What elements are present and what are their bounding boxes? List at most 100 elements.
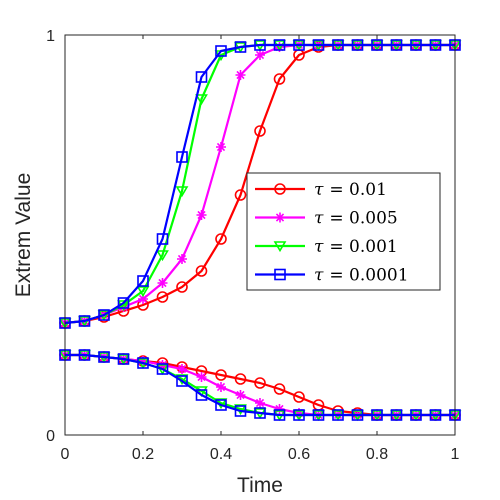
legend-symbol: τ: [314, 266, 324, 286]
series-4-lower-point: [351, 409, 364, 421]
x-tick-label: 0.2: [132, 446, 154, 463]
series-4-upper-point: [156, 233, 169, 245]
series-2-upper-point: [196, 210, 207, 220]
series-4-upper-point: [117, 297, 130, 309]
series-layer: [58, 39, 462, 422]
series-3-upper-point: [175, 186, 189, 198]
series-4-upper-point: [293, 39, 305, 51]
legend-symbol: τ: [314, 237, 324, 257]
series-3-upper-point: [156, 250, 169, 262]
series-1-lower-point: [273, 383, 286, 395]
series-4-upper-point: [410, 39, 422, 51]
series-1-lower-point: [254, 377, 266, 389]
series-1-lower-point: [293, 391, 305, 403]
x-tick-label: 0.4: [210, 446, 232, 463]
legend-value: = 0.005: [329, 209, 397, 229]
series-4-upper-point: [98, 309, 110, 321]
series-4-upper-point: [234, 41, 247, 53]
series-4-lower-point: [98, 351, 110, 363]
series-2-upper-point: [255, 50, 265, 60]
series-4-lower-point: [390, 409, 403, 421]
x-tick-label: 0.8: [366, 446, 388, 463]
series-2-upper-point: [138, 294, 148, 304]
series-4-upper-point: [215, 45, 227, 57]
series-1-upper-point: [176, 281, 188, 293]
legend-marker: [274, 268, 286, 281]
series-4-upper-line: [64, 43, 455, 325]
series-4-upper-point: [254, 39, 266, 51]
series-4-upper-point: [195, 71, 208, 83]
legend-label: τ = 0.01: [314, 180, 387, 200]
plot-frame: [64, 34, 456, 436]
legend-box: [246, 172, 441, 291]
series-4-lower-point: [234, 405, 247, 417]
series-2-upper-point: [274, 42, 285, 52]
legend-label: τ = 0.0001: [314, 266, 409, 286]
series-4-lower-point: [429, 409, 442, 421]
series-4-lower-point: [176, 375, 188, 387]
series-4-lower-point: [312, 409, 325, 421]
legend-marker: [273, 241, 287, 253]
legend-entry-1: τ = 0.01: [255, 180, 387, 200]
legend-entry-4: τ = 0.0001: [255, 266, 409, 286]
series-4-upper-point: [176, 151, 188, 163]
series-4-upper-point: [312, 39, 325, 51]
legend-marker: [275, 212, 285, 223]
series-4-lower-point: [293, 409, 305, 421]
legend-marker: [274, 183, 286, 195]
series-4-lower-point: [137, 357, 149, 369]
series-2-lower-point: [235, 390, 246, 400]
series-1-lower-point: [215, 369, 227, 381]
axes-layer: [64, 34, 456, 436]
series-1-upper-point: [254, 125, 266, 137]
series-1-upper-point: [156, 291, 169, 303]
series-2-lower-point: [196, 372, 207, 382]
series-1-upper-point: [273, 73, 286, 85]
series-4-upper-point: [137, 275, 149, 287]
series-2-lower-point: [294, 408, 304, 418]
series-2-lower-point: [255, 398, 265, 408]
series-4-lower-point: [215, 399, 227, 411]
series-2-lower-point: [274, 404, 285, 414]
y-tick-label: 1: [46, 28, 55, 45]
legend-value: = 0.0001: [329, 266, 408, 286]
series-1-upper-point: [195, 265, 208, 277]
series-3-upper-point: [195, 94, 208, 106]
series-4-lower-point: [273, 409, 286, 421]
series-4-lower-point: [195, 389, 208, 401]
legend-value: = 0.01: [329, 180, 387, 200]
series-2-upper-point: [216, 142, 226, 152]
series-4-lower-point: [156, 363, 169, 375]
ticks-layer: 0 0.2 0.4 0.6 0.8 1 0 1: [46, 28, 459, 463]
legend-symbol: τ: [314, 180, 324, 200]
series-4-upper-point: [371, 39, 383, 51]
series-2-lower-point: [216, 382, 226, 392]
series-4-lower-point: [254, 407, 266, 419]
y-axis-label: Extrem Value: [12, 173, 35, 298]
series-1-upper-point: [234, 189, 247, 201]
series-2-upper-point: [235, 70, 246, 80]
series-1-upper-point: [215, 233, 227, 245]
x-tick-label: 0.6: [288, 446, 310, 463]
series-4-upper-point: [78, 315, 91, 327]
series-4-upper-point: [332, 39, 344, 51]
x-axis-label: Time: [237, 474, 283, 497]
series-1-lower-point: [234, 373, 247, 385]
series-4-lower-point: [410, 409, 422, 421]
series-2-lower-point: [138, 356, 148, 366]
series-3-lower-point: [195, 386, 208, 398]
series-2-upper-point: [177, 254, 187, 264]
series-4-lower-point: [117, 353, 130, 365]
legend-entry-2: τ = 0.005: [255, 209, 398, 229]
series-4-upper-point: [429, 39, 442, 51]
series-4-lower-point: [332, 409, 344, 421]
series-4-lower-line: [65, 353, 455, 417]
series-4-upper-point: [351, 39, 364, 51]
series-2-upper-point: [118, 302, 129, 312]
legend-value: = 0.001: [329, 237, 397, 257]
series-4-lower-point: [78, 349, 91, 361]
series-2-lower-point: [177, 364, 187, 374]
